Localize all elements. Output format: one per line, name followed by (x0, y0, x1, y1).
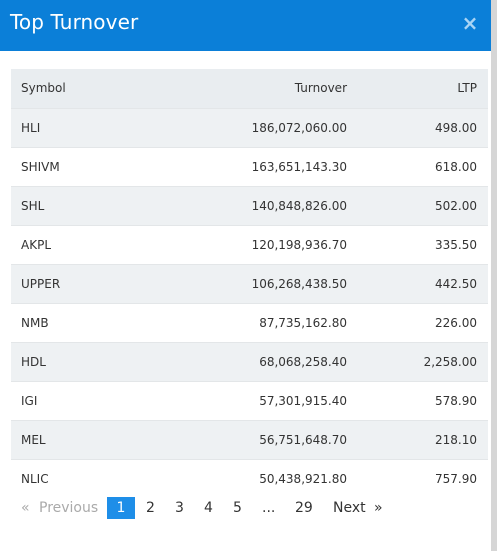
table-row: HLI 186,072,060.00 498.00 (11, 107, 488, 147)
cell-turnover: 140,848,826.00 (161, 185, 347, 225)
cell-ltp: 618.00 (347, 146, 488, 186)
cell-turnover: 106,268,438.50 (161, 263, 347, 303)
cell-symbol: SHL (11, 185, 161, 225)
cell-ltp: 442.50 (347, 263, 488, 303)
table-row: SHL 140,848,826.00 502.00 (11, 185, 488, 225)
cell-turnover: 186,072,060.00 (161, 107, 347, 147)
cell-turnover: 50,438,921.80 (161, 458, 347, 498)
pagination: « Previous 1 2 3 4 5 ... 29 Next » (11, 497, 477, 521)
cell-symbol: NMB (11, 302, 161, 342)
table-row: NLIC 50,438,921.80 757.90 (11, 458, 488, 498)
modal-header: Top Turnover × (0, 0, 491, 51)
cell-symbol: IGI (11, 380, 161, 420)
turnover-table: Symbol Turnover LTP HLI 186,072,060.00 4… (11, 69, 488, 498)
column-header-turnover[interactable]: Turnover (294, 81, 347, 96)
cell-ltp: 498.00 (347, 107, 488, 147)
scrollbar[interactable] (491, 0, 497, 551)
turnover-table-container: Symbol Turnover LTP HLI 186,072,060.00 4… (11, 69, 488, 498)
pagination-page-3[interactable]: 3 (175, 500, 184, 516)
cell-turnover: 68,068,258.40 (161, 341, 347, 381)
table-header-row: Symbol Turnover LTP (11, 69, 488, 108)
pagination-next[interactable]: Next (333, 500, 366, 516)
pagination-previous: Previous (39, 500, 99, 516)
cell-ltp: 2,258.00 (347, 341, 488, 381)
cell-symbol: NLIC (11, 458, 161, 498)
pagination-last-icon[interactable]: » (374, 500, 383, 516)
pagination-page-4[interactable]: 4 (204, 500, 213, 516)
pagination-ellipsis: ... (262, 500, 276, 516)
cell-symbol: MEL (11, 419, 161, 459)
pagination-first-icon: « (21, 500, 30, 516)
table-row: NMB 87,735,162.80 226.00 (11, 302, 488, 342)
cell-symbol: HDL (11, 341, 161, 381)
cell-ltp: 226.00 (347, 302, 488, 342)
cell-symbol: HLI (11, 107, 161, 147)
cell-ltp: 218.10 (347, 419, 488, 459)
table-row: AKPL 120,198,936.70 335.50 (11, 224, 488, 264)
cell-turnover: 163,651,143.30 (161, 146, 347, 186)
pagination-page-29[interactable]: 29 (295, 500, 313, 516)
cell-symbol: UPPER (11, 263, 161, 303)
cell-ltp: 757.90 (347, 458, 488, 498)
cell-ltp: 502.00 (347, 185, 488, 225)
cell-symbol: AKPL (11, 224, 161, 264)
cell-turnover: 87,735,162.80 (161, 302, 347, 342)
modal-title: Top Turnover (10, 10, 139, 34)
table-row: UPPER 106,268,438.50 442.50 (11, 263, 488, 303)
table-row: SHIVM 163,651,143.30 618.00 (11, 146, 488, 186)
cell-turnover: 56,751,648.70 (161, 419, 347, 459)
table-row: IGI 57,301,915.40 578.90 (11, 380, 488, 420)
cell-ltp: 578.90 (347, 380, 488, 420)
table-row: HDL 68,068,258.40 2,258.00 (11, 341, 488, 381)
cell-turnover: 57,301,915.40 (161, 380, 347, 420)
table-row: MEL 56,751,648.70 218.10 (11, 419, 488, 459)
pagination-page-1[interactable]: 1 (107, 497, 135, 519)
column-header-symbol[interactable]: Symbol (21, 81, 66, 96)
column-header-ltp[interactable]: LTP (457, 81, 477, 96)
cell-turnover: 120,198,936.70 (161, 224, 347, 264)
cell-symbol: SHIVM (11, 146, 161, 186)
cell-ltp: 335.50 (347, 224, 488, 264)
pagination-page-2[interactable]: 2 (146, 500, 155, 516)
close-button[interactable]: × (461, 11, 479, 35)
pagination-page-5[interactable]: 5 (233, 500, 242, 516)
